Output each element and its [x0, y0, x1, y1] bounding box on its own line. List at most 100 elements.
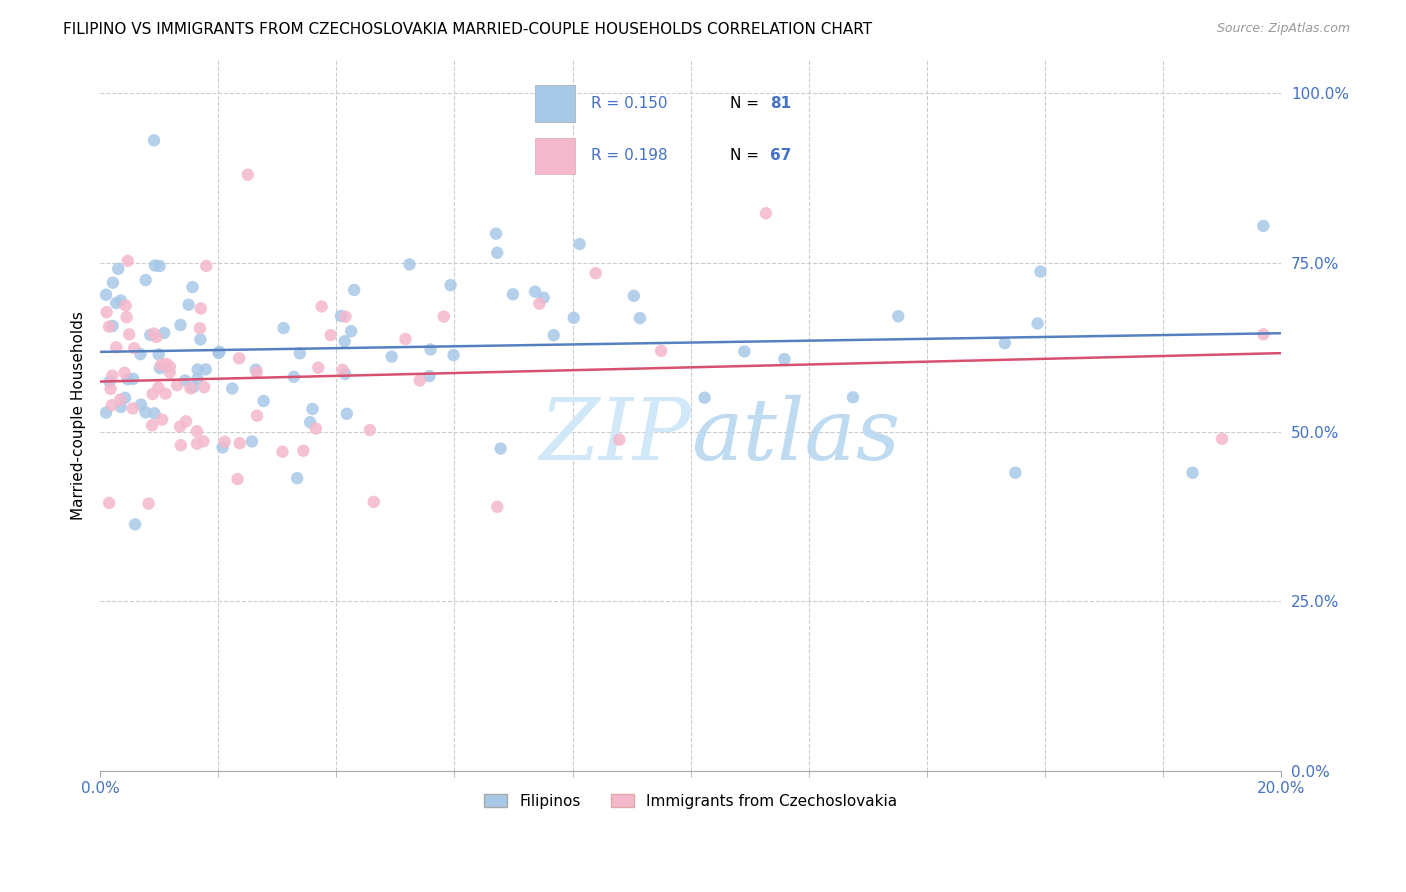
- Point: [394, 332, 416, 346]
- Point: [292, 443, 315, 458]
- Point: [533, 291, 555, 305]
- Point: [305, 422, 328, 436]
- Point: [363, 495, 385, 509]
- Point: [398, 257, 420, 271]
- Point: [226, 472, 249, 486]
- Point: [208, 344, 231, 359]
- Point: [174, 374, 197, 388]
- Point: [193, 380, 215, 394]
- Point: [333, 334, 356, 349]
- Point: [228, 351, 250, 366]
- Text: FILIPINO VS IMMIGRANTS FROM CZECHOSLOVAKIA MARRIED-COUPLE HOUSEHOLDS CORRELATION: FILIPINO VS IMMIGRANTS FROM CZECHOSLOVAK…: [63, 22, 872, 37]
- Point: [340, 324, 363, 338]
- Point: [159, 359, 181, 374]
- Point: [887, 310, 910, 324]
- Point: [283, 369, 305, 384]
- Point: [186, 424, 208, 438]
- Point: [271, 444, 294, 458]
- Point: [607, 433, 630, 447]
- Point: [332, 363, 354, 377]
- Point: [188, 321, 211, 335]
- Point: [307, 360, 329, 375]
- Point: [110, 293, 132, 308]
- Point: [319, 328, 342, 343]
- Point: [177, 298, 200, 312]
- Point: [105, 296, 128, 310]
- Point: [409, 374, 432, 388]
- Point: [240, 434, 263, 449]
- Point: [94, 287, 117, 301]
- Point: [142, 326, 165, 341]
- Point: [288, 346, 311, 360]
- Point: [98, 375, 121, 389]
- Point: [994, 336, 1017, 351]
- Point: [359, 423, 381, 437]
- Point: [155, 386, 177, 401]
- Point: [186, 371, 208, 385]
- Point: [486, 500, 509, 514]
- Point: [117, 254, 139, 268]
- Point: [524, 285, 547, 299]
- Point: [142, 387, 165, 401]
- Point: [143, 133, 166, 147]
- Point: [170, 438, 193, 452]
- Point: [141, 418, 163, 433]
- Point: [693, 391, 716, 405]
- Point: [419, 343, 441, 357]
- Point: [628, 311, 651, 326]
- Point: [246, 409, 269, 423]
- Point: [755, 206, 778, 220]
- Point: [139, 328, 162, 343]
- Point: [174, 414, 197, 428]
- Point: [301, 401, 323, 416]
- Point: [333, 367, 356, 381]
- Point: [101, 276, 124, 290]
- Point: [138, 497, 160, 511]
- Point: [1004, 466, 1026, 480]
- Point: [418, 369, 440, 384]
- Point: [1181, 466, 1204, 480]
- Point: [228, 436, 250, 450]
- Point: [842, 390, 865, 404]
- Point: [179, 381, 201, 395]
- Point: [502, 287, 524, 301]
- Point: [117, 372, 139, 386]
- Point: [585, 266, 607, 280]
- Point: [155, 357, 177, 371]
- Point: [181, 280, 204, 294]
- Point: [186, 436, 208, 450]
- Point: [439, 278, 461, 293]
- Point: [489, 442, 512, 456]
- Point: [299, 415, 322, 429]
- Point: [1026, 317, 1049, 331]
- Point: [335, 310, 357, 324]
- Point: [330, 309, 353, 323]
- Point: [443, 348, 465, 362]
- Point: [159, 365, 181, 379]
- Point: [148, 347, 170, 361]
- Point: [485, 227, 508, 241]
- Point: [166, 378, 188, 392]
- Point: [433, 310, 456, 324]
- Point: [100, 382, 122, 396]
- Point: [101, 368, 124, 383]
- Point: [122, 341, 145, 355]
- Point: [94, 406, 117, 420]
- Point: [96, 305, 118, 319]
- Point: [187, 362, 209, 376]
- Point: [101, 318, 124, 333]
- Point: [145, 330, 167, 344]
- Point: [195, 259, 218, 273]
- Point: [1253, 219, 1275, 233]
- Point: [1029, 264, 1052, 278]
- Point: [194, 362, 217, 376]
- Point: [129, 398, 152, 412]
- Point: [190, 301, 212, 316]
- Point: [273, 321, 295, 335]
- Point: [193, 434, 215, 449]
- Y-axis label: Married-couple Households: Married-couple Households: [72, 310, 86, 519]
- Point: [105, 340, 128, 354]
- Point: [135, 405, 157, 419]
- Point: [143, 406, 166, 420]
- Point: [207, 346, 229, 360]
